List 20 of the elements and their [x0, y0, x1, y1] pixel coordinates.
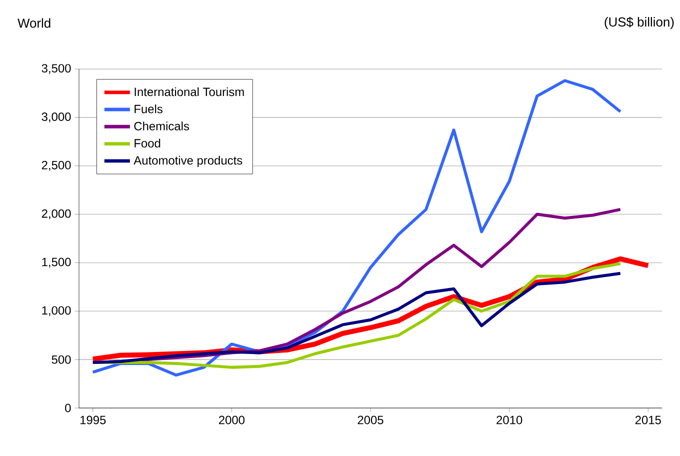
legend-label: Automotive products [134, 156, 242, 168]
x-tick-label: 2000 [218, 416, 245, 424]
chart-title: World [18, 18, 50, 28]
y-tick-label: 3,000 [42, 112, 71, 122]
y-axis-title: (US$ billion) [604, 16, 674, 30]
x-tick-label: 2005 [358, 416, 384, 424]
legend-label: Food [134, 138, 160, 148]
y-tick-label: 0 [65, 404, 71, 412]
legend-label: International Tourism [134, 87, 244, 96]
y-tick-label: 3,500 [42, 64, 71, 74]
legend-label: Chemicals [134, 122, 190, 130]
x-tick-label: 2015 [635, 416, 661, 424]
y-tick-label: 2,000 [42, 209, 71, 220]
y-tick-label: 2,500 [42, 160, 71, 171]
x-tick-label: 1995 [80, 416, 106, 424]
y-tick-label: 1,000 [42, 306, 71, 316]
legend-label: Fuels [134, 104, 162, 114]
y-tick-label: 500 [52, 355, 71, 364]
y-tick-label: 1,500 [42, 258, 71, 268]
x-tick-label: 2010 [496, 416, 522, 424]
